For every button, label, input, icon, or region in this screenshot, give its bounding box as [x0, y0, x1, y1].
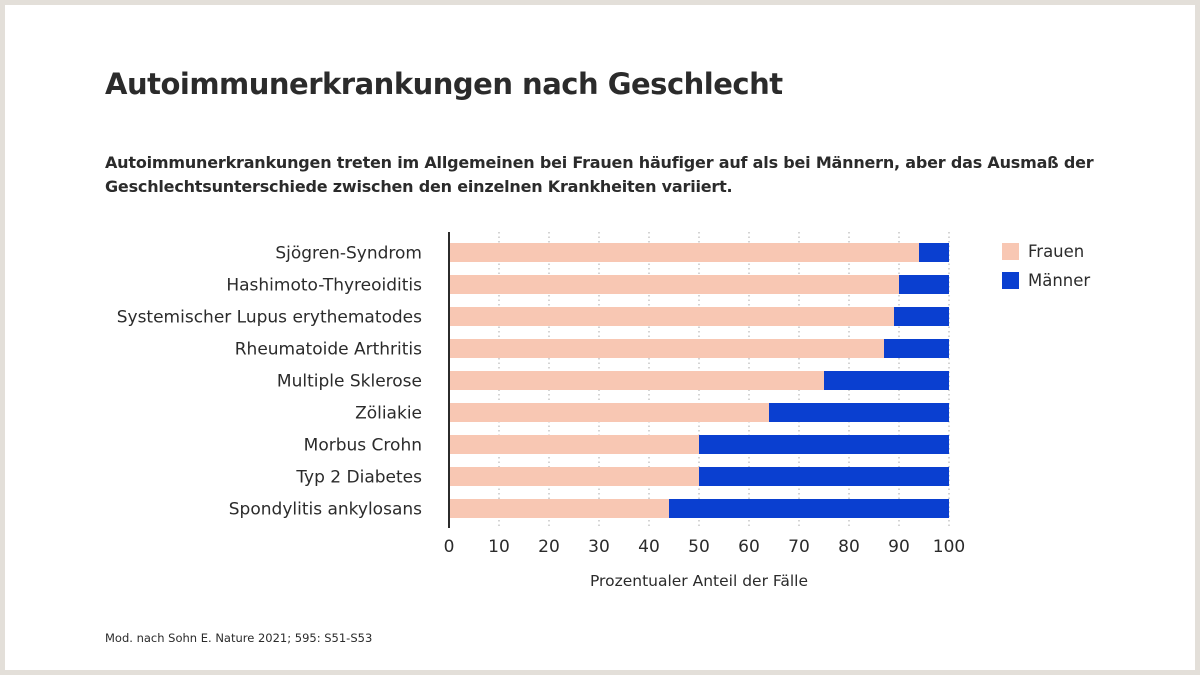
category-label-0: Sjögren-Syndrom	[275, 244, 422, 264]
x-tick-label-0: 0	[444, 537, 455, 557]
category-label-5: Zöliakie	[355, 404, 422, 424]
bar-frauen-6	[449, 435, 699, 454]
legend-label-frauen: Frauen	[1028, 242, 1084, 261]
bar-maenner-8	[669, 499, 949, 518]
x-tick-label-40: 40	[638, 537, 660, 557]
x-tick-label-30: 30	[588, 537, 610, 557]
legend-label-maenner: Männer	[1028, 271, 1090, 290]
category-label-7: Typ 2 Diabetes	[295, 468, 422, 488]
bar-frauen-2	[449, 307, 894, 326]
category-label-1: Hashimoto-Thyreoiditis	[226, 276, 422, 296]
category-label-3: Rheumatoide Arthritis	[235, 340, 422, 360]
bar-maenner-0	[919, 243, 949, 262]
category-label-4: Multiple Sklerose	[277, 372, 422, 392]
x-tick-label-10: 10	[488, 537, 510, 557]
bar-frauen-5	[449, 403, 769, 422]
bar-frauen-7	[449, 467, 699, 486]
bar-frauen-0	[449, 243, 919, 262]
category-label-6: Morbus Crohn	[304, 436, 422, 456]
bar-frauen-4	[449, 371, 824, 390]
bar-frauen-1	[449, 275, 899, 294]
bar-frauen-3	[449, 339, 884, 358]
bar-frauen-8	[449, 499, 669, 518]
x-tick-label-100: 100	[933, 537, 965, 557]
x-tick-label-70: 70	[788, 537, 810, 557]
x-tick-label-60: 60	[738, 537, 760, 557]
x-axis-label: Prozentualer Anteil der Fälle	[590, 572, 808, 590]
category-label-8: Spondylitis ankylosans	[229, 500, 422, 520]
bar-maenner-3	[884, 339, 949, 358]
x-tick-label-20: 20	[538, 537, 560, 557]
legend-swatch-frauen	[1002, 243, 1019, 260]
legend-swatch-maenner	[1002, 272, 1019, 289]
bar-maenner-4	[824, 371, 949, 390]
page-title: Autoimmunerkrankungen nach Geschlecht	[105, 67, 783, 101]
bar-maenner-7	[699, 467, 949, 486]
category-label-2: Systemischer Lupus erythematodes	[117, 308, 422, 328]
source-note: Mod. nach Sohn E. Nature 2021; 595: S51-…	[105, 631, 373, 645]
bar-maenner-5	[769, 403, 949, 422]
bar-maenner-2	[894, 307, 949, 326]
x-tick-label-50: 50	[688, 537, 710, 557]
x-tick-label-80: 80	[838, 537, 860, 557]
bar-maenner-1	[899, 275, 949, 294]
bar-maenner-6	[699, 435, 949, 454]
x-tick-label-90: 90	[888, 537, 910, 557]
page-subtitle: Autoimmunerkrankungen treten im Allgemei…	[105, 153, 1094, 196]
